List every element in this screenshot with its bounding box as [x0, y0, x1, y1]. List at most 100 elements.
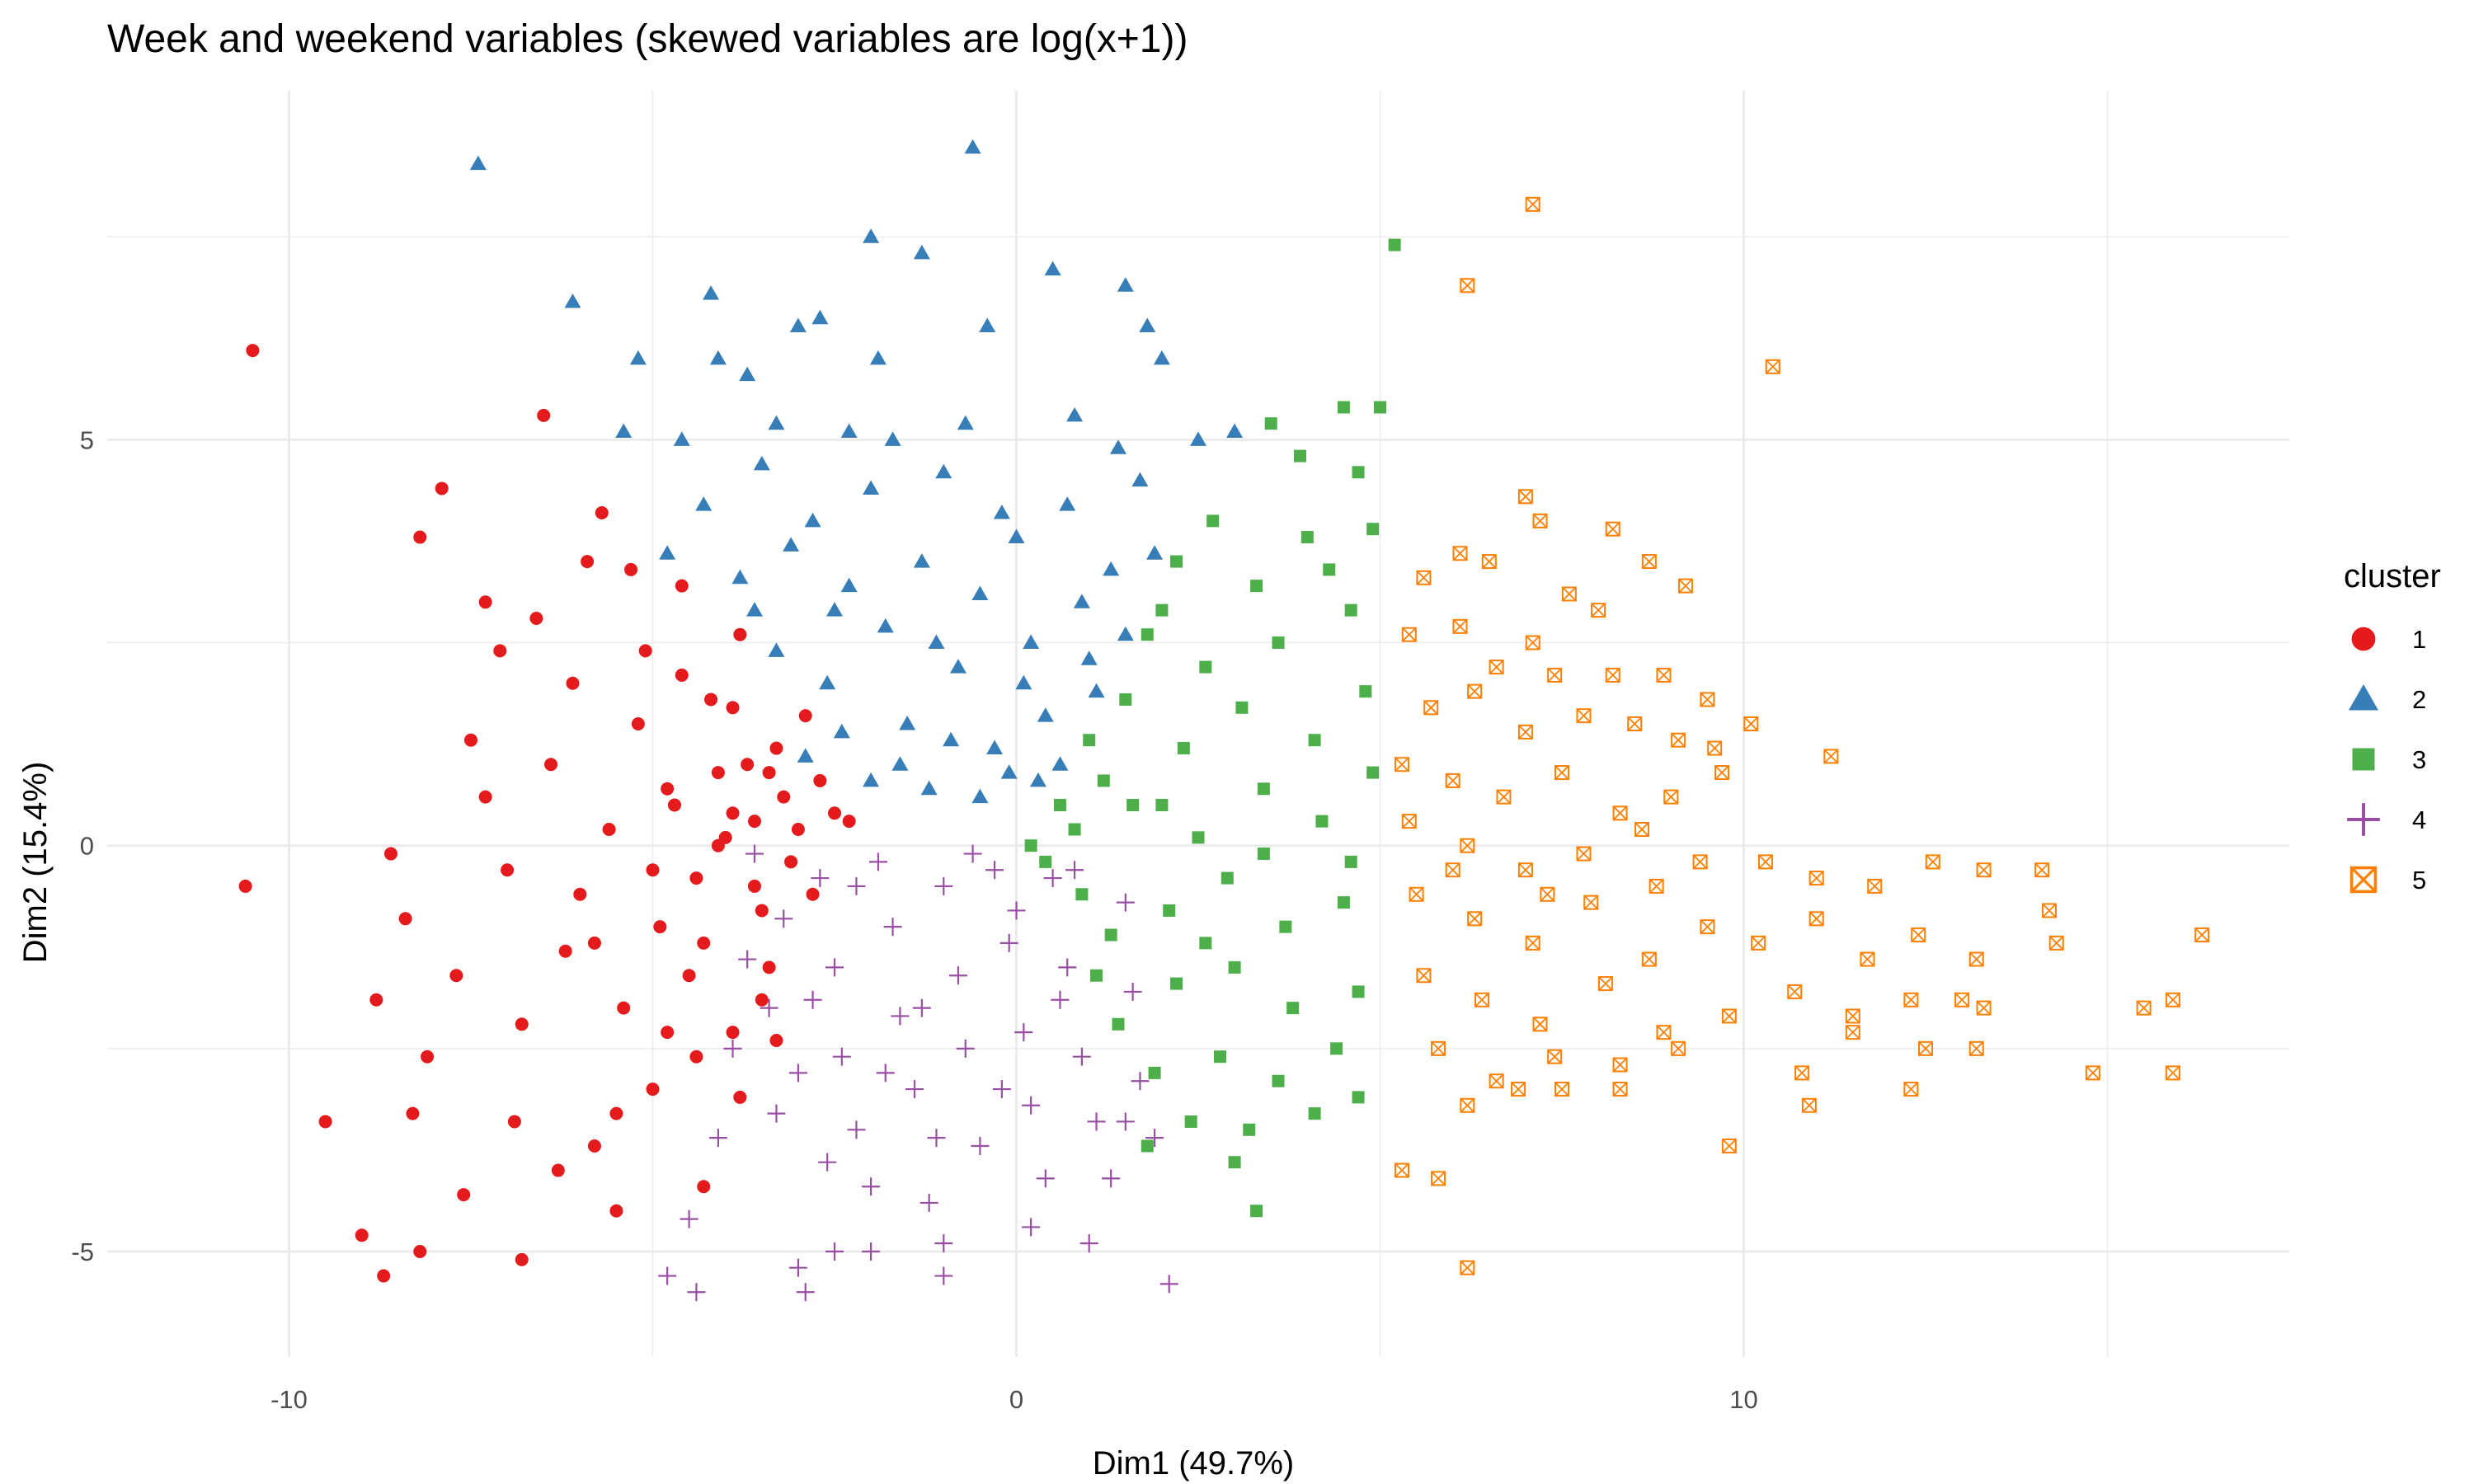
data-point: [1264, 417, 1277, 430]
data-point: [986, 740, 1004, 755]
data-point: [661, 1026, 675, 1040]
data-point: [768, 642, 785, 657]
data-point: [1525, 196, 1540, 212]
data-point: [551, 1163, 565, 1177]
data-point: [1308, 734, 1321, 747]
data-point: [1976, 1000, 1992, 1016]
data-point: [767, 1104, 786, 1123]
data-point: [738, 950, 757, 969]
y-tick-label: 0: [80, 832, 94, 861]
data-point: [1721, 1139, 1737, 1153]
data-point: [774, 909, 793, 928]
data-point: [777, 790, 791, 804]
data-point: [726, 806, 740, 820]
data-point: [1315, 815, 1329, 828]
data-point: [1090, 969, 1103, 982]
legend-item-1: 1: [2351, 625, 2426, 654]
data-point: [675, 668, 689, 682]
data-point: [1015, 674, 1032, 690]
data-point: [675, 579, 689, 593]
data-point: [1213, 1050, 1226, 1064]
data-point: [1079, 1234, 1098, 1253]
data-point: [979, 317, 996, 333]
data-point: [1641, 554, 1657, 570]
data-point: [469, 155, 487, 171]
data-point: [798, 709, 812, 723]
data-point: [1452, 618, 1468, 634]
data-point: [1692, 854, 1708, 870]
data-point: [769, 1034, 783, 1047]
data-point: [813, 773, 827, 787]
data-point: [1460, 1097, 1475, 1113]
data-point: [711, 766, 725, 780]
y-axis-title: Dim2 (15.4%): [17, 762, 54, 964]
data-point: [788, 1258, 807, 1277]
data-point: [1561, 586, 1577, 602]
data-point: [1112, 1017, 1125, 1031]
data-point: [515, 1017, 529, 1031]
data-point: [1199, 660, 1212, 674]
data-point: [811, 309, 829, 325]
data-point: [708, 1129, 727, 1148]
data-point: [1547, 1049, 1563, 1064]
data-point: [1808, 871, 1824, 886]
data-point: [638, 644, 652, 658]
data-point: [246, 344, 260, 358]
data-point: [609, 1204, 623, 1218]
data-point: [544, 758, 558, 772]
data-point: [501, 863, 515, 877]
data-point: [1293, 449, 1306, 463]
data-point: [1416, 968, 1432, 984]
data-point: [1097, 774, 1110, 787]
legend-label: 5: [2412, 866, 2426, 895]
data-point: [739, 366, 756, 382]
data-point: [1845, 1008, 1860, 1024]
data-point: [1671, 1040, 1686, 1056]
data-point: [842, 815, 856, 829]
data-point: [934, 1266, 953, 1285]
data-point: [355, 1228, 369, 1242]
data-point: [956, 1039, 975, 1058]
data-point: [1272, 636, 1285, 650]
data-point: [558, 944, 572, 958]
data-point: [1431, 1040, 1446, 1056]
legend: cluster 1 2 3 4 5: [2344, 558, 2441, 895]
data-point: [1409, 886, 1424, 902]
data-point: [1474, 992, 1489, 1007]
data-point: [928, 634, 945, 650]
data-point: [1707, 740, 1723, 756]
data-point: [457, 1188, 471, 1202]
data-point: [1605, 667, 1620, 683]
data-point: [884, 431, 901, 446]
data-point: [2194, 928, 2210, 942]
data-point: [1394, 1162, 1409, 1178]
data-point: [1583, 895, 1599, 910]
data-point: [796, 1283, 815, 1302]
data-point: [1860, 951, 1875, 967]
data-point: [913, 553, 930, 568]
data-point: [791, 823, 805, 836]
legend-item-4: 4: [2347, 803, 2426, 836]
data-point: [1416, 570, 1432, 585]
data-point: [1968, 951, 1984, 967]
data-point: [537, 408, 551, 422]
data-point: [1073, 594, 1090, 608]
data-point: [840, 423, 858, 439]
data-point: [659, 545, 676, 560]
data-point: [1257, 782, 1270, 796]
data-point: [806, 887, 820, 901]
data-point: [1039, 855, 1052, 868]
data-point: [1206, 514, 1220, 528]
data-point: [731, 569, 749, 585]
data-point: [1163, 904, 1176, 917]
data-point: [703, 285, 720, 300]
data-point: [963, 844, 982, 863]
data-point: [1823, 749, 1839, 764]
data-point: [1300, 531, 1314, 544]
data-point: [1155, 603, 1169, 617]
series-1: [238, 344, 856, 1283]
data-point: [920, 780, 938, 796]
data-point: [1007, 901, 1026, 920]
data-point: [1547, 667, 1563, 683]
data-point: [943, 731, 960, 747]
